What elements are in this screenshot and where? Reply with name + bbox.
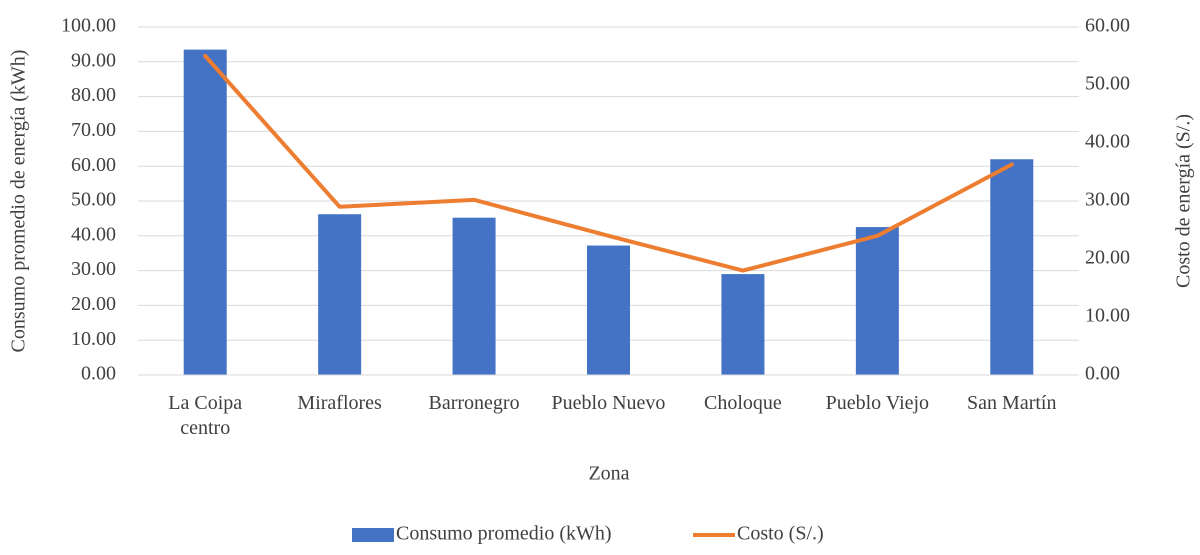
x-tick-label: Barronegro bbox=[428, 392, 520, 414]
y2-tick-label: 30.00 bbox=[1085, 189, 1130, 211]
y2-tick-label: 50.00 bbox=[1085, 73, 1130, 95]
legend-label: Consumo promedio (kWh) bbox=[396, 523, 612, 545]
x-axis-label: Zona bbox=[588, 463, 629, 485]
y-tick-label: 10.00 bbox=[71, 328, 116, 350]
y2-tick-label: 40.00 bbox=[1085, 131, 1130, 153]
bar bbox=[318, 214, 362, 375]
x-tick-label: Miraflores bbox=[297, 392, 382, 414]
y-tick-label: 60.00 bbox=[71, 154, 116, 176]
y2-tick-label: 20.00 bbox=[1085, 247, 1130, 269]
legend-swatch bbox=[352, 528, 394, 542]
y-tick-label: 20.00 bbox=[71, 293, 116, 315]
y-tick-label: 0.00 bbox=[81, 363, 116, 385]
bar bbox=[721, 274, 765, 375]
x-tick-label: San Martín bbox=[967, 392, 1057, 414]
bar bbox=[183, 49, 227, 376]
bar bbox=[990, 159, 1034, 375]
bar bbox=[587, 245, 630, 375]
y2-tick-label: 0.00 bbox=[1085, 363, 1120, 385]
x-tick-label: Pueblo Viejo bbox=[825, 392, 930, 414]
y-tick-label: 80.00 bbox=[71, 84, 116, 106]
y-tick-label: 30.00 bbox=[71, 258, 116, 280]
y2-tick-label: 60.00 bbox=[1085, 15, 1130, 37]
y-axis-label: Consumo promedio de energía (kWh) bbox=[8, 50, 30, 353]
bar bbox=[855, 227, 899, 375]
y2-tick-label: 10.00 bbox=[1085, 305, 1130, 327]
y-tick-label: 90.00 bbox=[71, 49, 116, 71]
y-tick-label: 100.00 bbox=[61, 15, 116, 37]
line bbox=[203, 54, 1014, 273]
x-tick-label: La Coipa centro bbox=[168, 392, 243, 439]
y-tick-label: 70.00 bbox=[71, 119, 116, 141]
legend-label: Costo (S/.) bbox=[737, 523, 824, 545]
y-tick-label: 40.00 bbox=[71, 223, 116, 245]
x-tick-label: Pueblo Nuevo bbox=[551, 392, 666, 414]
y2-axis-label: Costo de energía (S/.) bbox=[1173, 114, 1195, 288]
bar bbox=[452, 217, 496, 375]
y-tick-label: 50.00 bbox=[71, 189, 116, 211]
x-tick-label: Choloque bbox=[704, 392, 782, 414]
